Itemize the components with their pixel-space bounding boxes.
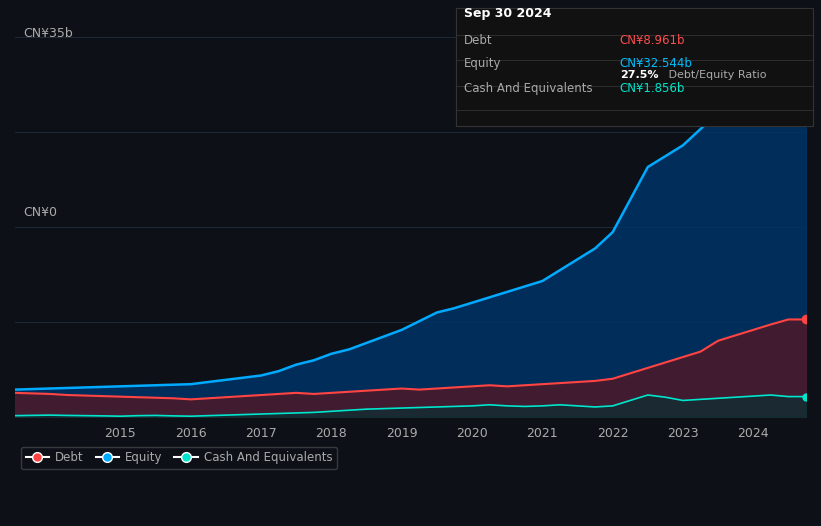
Text: CN¥8.961b: CN¥8.961b	[620, 34, 686, 47]
Text: CN¥35b: CN¥35b	[23, 27, 73, 40]
Text: Sep 30 2024: Sep 30 2024	[464, 7, 552, 21]
Text: 27.5%: 27.5%	[620, 70, 658, 80]
Text: CN¥0: CN¥0	[23, 206, 57, 219]
Legend: Debt, Equity, Cash And Equivalents: Debt, Equity, Cash And Equivalents	[21, 447, 337, 469]
Text: CN¥1.856b: CN¥1.856b	[620, 82, 686, 95]
Text: CN¥32.544b: CN¥32.544b	[620, 57, 693, 70]
Text: Debt/Equity Ratio: Debt/Equity Ratio	[665, 70, 767, 80]
Text: Debt: Debt	[464, 34, 493, 47]
Text: Cash And Equivalents: Cash And Equivalents	[464, 82, 593, 95]
Text: Equity: Equity	[464, 57, 502, 70]
